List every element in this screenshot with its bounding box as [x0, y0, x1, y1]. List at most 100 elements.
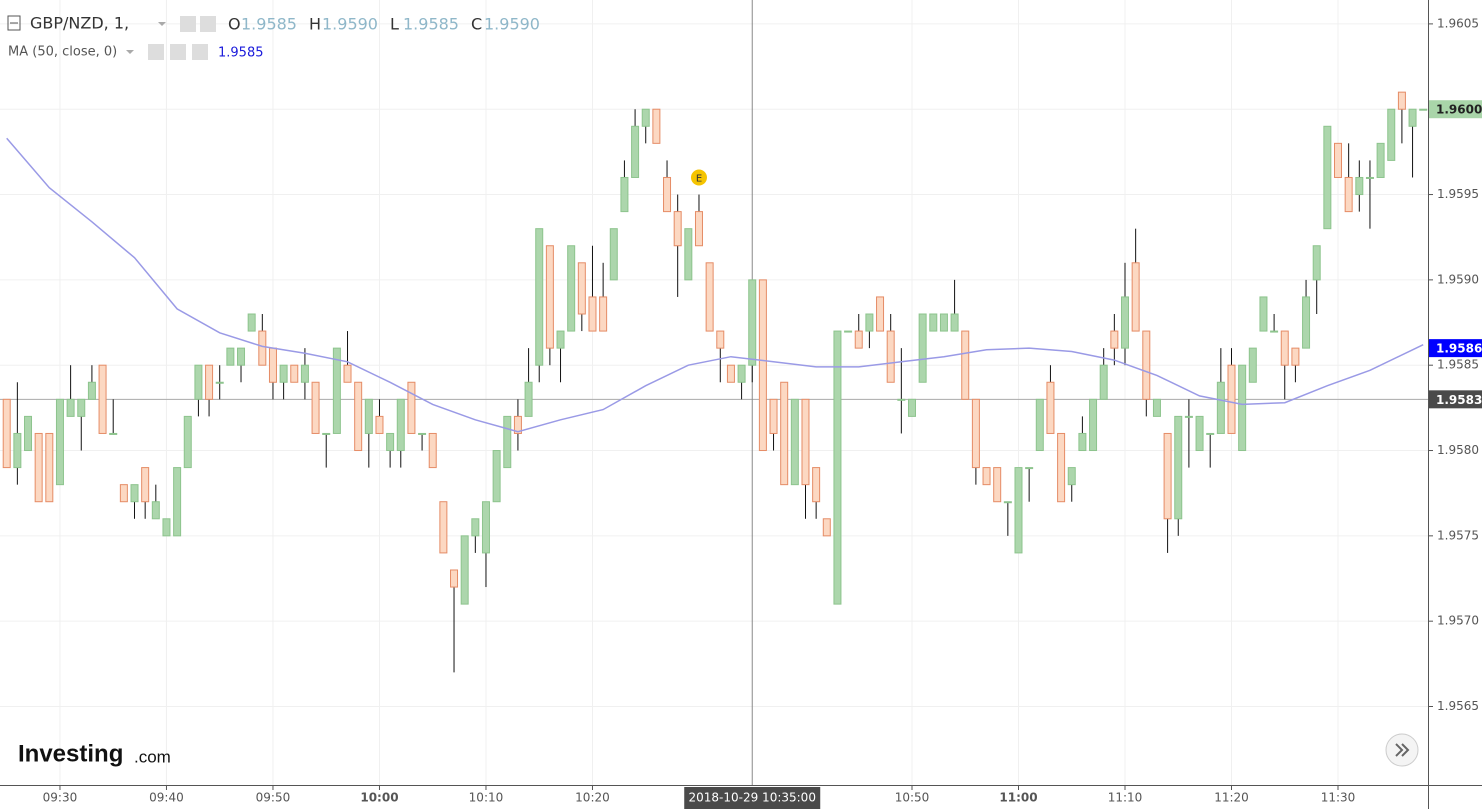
crosshair-time-label: 2018-10-29 10:35:00	[689, 791, 816, 805]
candle-body	[641, 108, 650, 127]
candle-body	[354, 381, 363, 452]
dropdown[interactable]	[158, 22, 166, 26]
indicator-icon[interactable]	[148, 44, 164, 60]
crosshair-time-box	[684, 787, 821, 809]
symbol: GBP/NZD, 1,	[30, 14, 129, 33]
candle-body	[812, 467, 821, 503]
price-label-box	[1429, 339, 1482, 358]
x-tick-label: 10:20	[575, 791, 610, 805]
candle-body	[162, 518, 171, 537]
candle-body	[109, 432, 118, 435]
candle-body	[386, 432, 395, 452]
x-tick-label: 10:50	[895, 791, 930, 805]
candle-body	[98, 364, 107, 434]
y-tick-label: 1.9570	[1437, 614, 1479, 628]
candle-body	[119, 484, 128, 503]
candle-body	[226, 347, 235, 366]
moving-average	[6, 137, 1424, 433]
candle-body	[460, 535, 469, 605]
candle-body	[1120, 296, 1129, 349]
candle-body	[503, 415, 512, 469]
candle-body	[684, 228, 693, 281]
candle-body	[1195, 415, 1204, 452]
ohlc-key: H	[309, 15, 321, 34]
collapse-icon[interactable]	[7, 15, 21, 31]
settings-icon[interactable]	[200, 16, 216, 32]
price-label: 1.9586	[1436, 342, 1482, 356]
candle-body	[87, 381, 96, 400]
candle-body	[332, 347, 341, 434]
dropdown[interactable]	[126, 50, 134, 54]
ohlc-value: 1.9585	[241, 15, 297, 34]
candle-body	[2, 398, 11, 469]
candle-body	[535, 228, 544, 366]
candle-body	[130, 484, 139, 503]
candle-body	[247, 313, 256, 332]
candle-body	[854, 330, 863, 349]
candle-body	[268, 347, 277, 383]
candle-body	[300, 364, 309, 383]
candle-body	[1248, 347, 1257, 383]
indicator-close[interactable]	[192, 44, 208, 60]
candle-body	[45, 432, 54, 503]
candle-body	[1312, 245, 1321, 281]
ohlc-value: 1.9590	[322, 15, 378, 34]
candle-body	[1089, 398, 1098, 452]
y-tick-label: 1.9580	[1437, 443, 1479, 457]
candle-body	[737, 364, 746, 383]
candle-body	[1057, 432, 1066, 503]
scroll-button[interactable]	[1385, 733, 1419, 767]
price-label: 1.9600	[1436, 103, 1482, 117]
x-tick-label: 10:00	[360, 791, 398, 805]
candle-body	[1227, 364, 1236, 434]
candle-body	[588, 296, 597, 332]
candle-body	[652, 108, 661, 144]
candle-body	[1174, 415, 1183, 520]
settings-icon[interactable]	[180, 16, 196, 32]
candle-body	[705, 262, 714, 332]
candle-body	[1067, 467, 1076, 486]
candle-body	[1419, 108, 1428, 111]
candle-body	[865, 313, 874, 332]
candle-body	[471, 518, 480, 537]
ohlc-value: 1.9590	[484, 15, 540, 34]
candle-body	[876, 296, 885, 332]
candle-body	[439, 501, 448, 554]
candle-body	[758, 279, 767, 452]
candle-body	[950, 313, 959, 332]
candle-body	[364, 398, 373, 434]
candle-body	[801, 398, 810, 486]
ohlc-key: C	[471, 15, 482, 34]
candle-body	[1355, 176, 1364, 196]
candle-body	[24, 415, 33, 452]
candle-body	[833, 330, 842, 605]
candle-body	[663, 176, 672, 213]
candle-body	[343, 364, 352, 383]
logo: Investing .com	[18, 740, 171, 767]
candle-body	[77, 398, 86, 417]
y-tick-label: 1.9595	[1437, 187, 1479, 201]
candle-body	[492, 450, 501, 503]
candle-body	[258, 330, 267, 366]
candle-body	[907, 398, 916, 417]
ohlc-key: L	[390, 15, 399, 34]
candle-body	[822, 518, 831, 537]
candle-body	[673, 211, 682, 247]
candle-body	[66, 398, 75, 417]
candle-body	[418, 432, 427, 435]
candle-body	[1078, 432, 1087, 452]
candle-body	[1035, 398, 1044, 452]
candle-body	[971, 398, 980, 469]
candle-body	[1387, 108, 1396, 161]
candle-body	[513, 415, 522, 434]
candle-body	[726, 364, 735, 383]
candle-body	[556, 330, 565, 349]
candle-body	[982, 467, 991, 486]
candle-body	[151, 501, 160, 520]
candle-body	[716, 330, 725, 349]
indicator-icon[interactable]	[170, 44, 186, 60]
candle-body	[1152, 398, 1161, 417]
candle-body	[1408, 108, 1417, 127]
candle-body	[918, 313, 927, 383]
